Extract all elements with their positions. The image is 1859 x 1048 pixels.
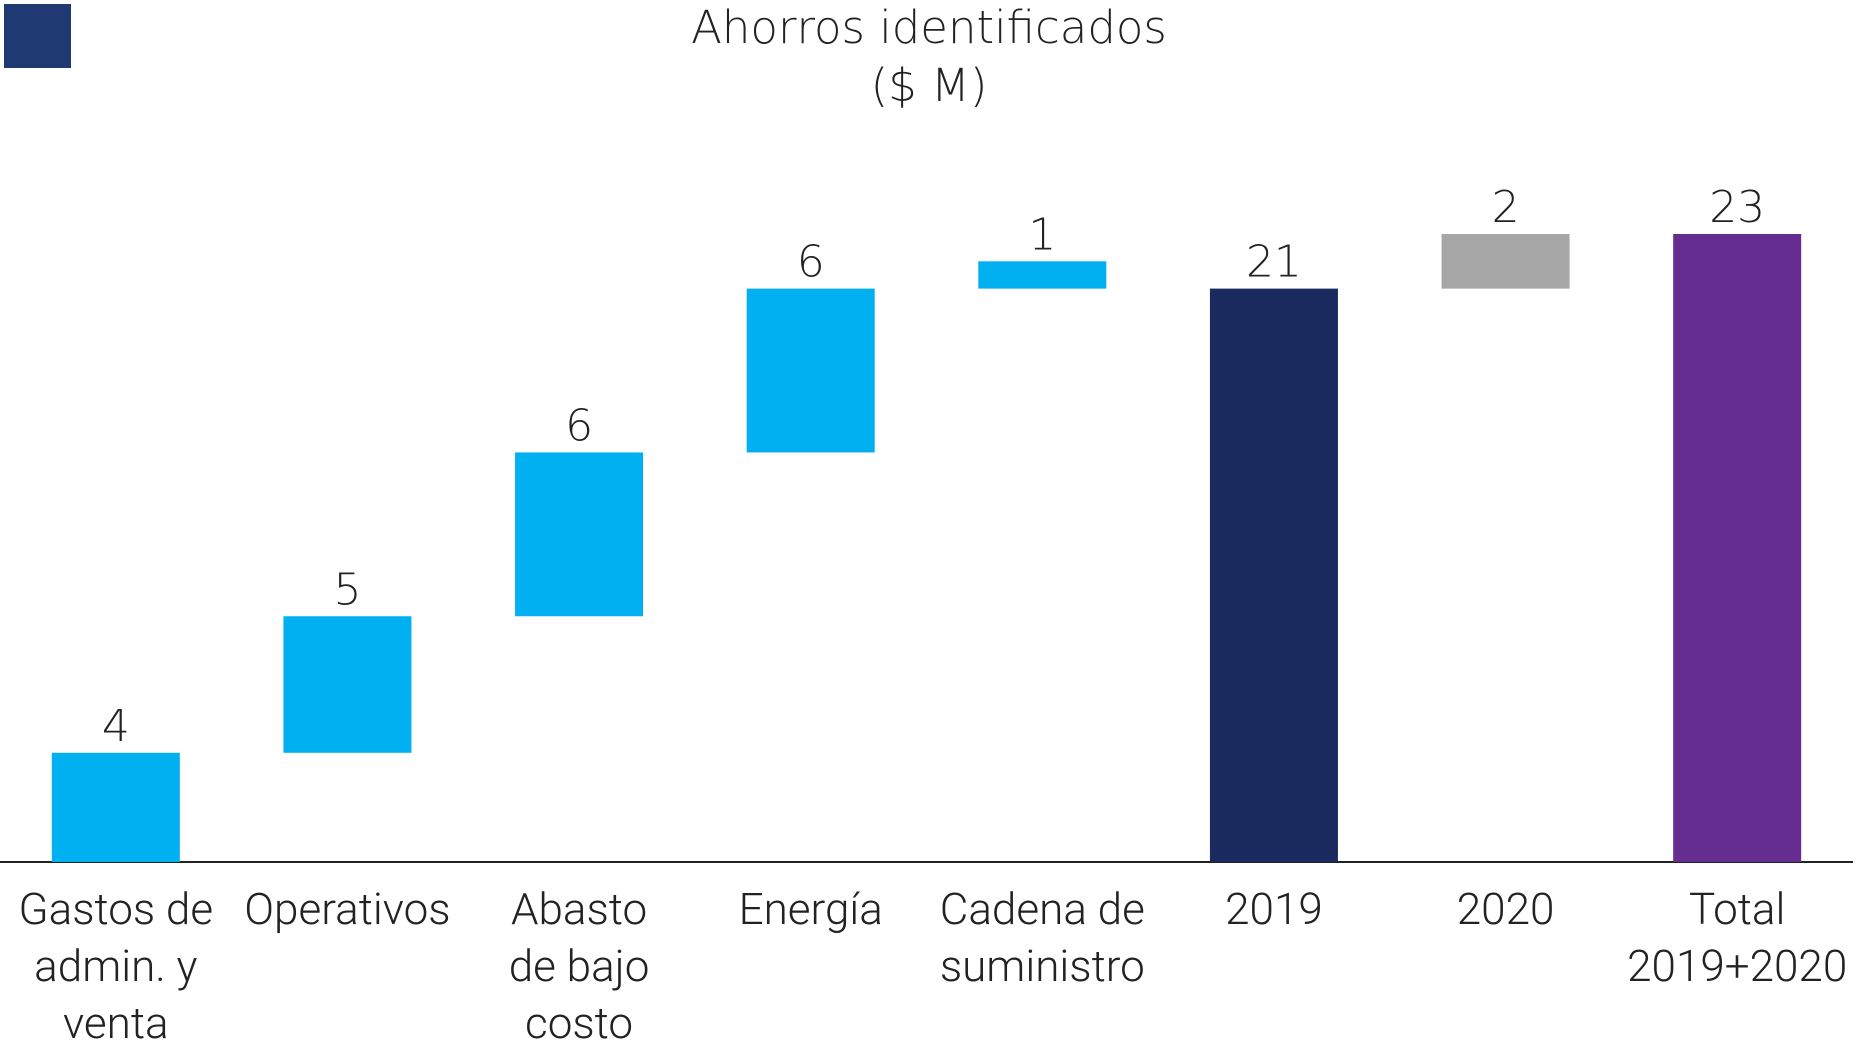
value-label: 2 — [1492, 182, 1520, 233]
x-tick-label: 2020 — [1456, 883, 1555, 935]
x-tick-label: Energía — [738, 883, 883, 935]
legend-swatch — [4, 4, 71, 68]
bar — [746, 288, 875, 453]
bar — [51, 752, 180, 862]
value-label: 1 — [1028, 209, 1056, 260]
bar — [1209, 288, 1338, 862]
x-tick-label: Gastos de admin. y venta — [18, 883, 214, 1048]
bar — [515, 452, 644, 617]
value-label: 5 — [333, 564, 361, 615]
x-tick-label: 2019 — [1225, 883, 1323, 935]
bar — [283, 616, 412, 753]
value-label: 6 — [797, 237, 825, 288]
x-tick-label: Operativos — [244, 883, 451, 935]
bar — [1441, 234, 1570, 289]
x-tick-label: Total 2019+2020 — [1627, 883, 1848, 992]
x-tick-label: Cadena de suministro — [939, 883, 1145, 992]
bar — [1673, 234, 1802, 862]
x-tick-label: Abasto de bajo costo — [508, 883, 650, 1048]
value-label: 4 — [102, 701, 130, 752]
chart-subtitle: ($ M) — [871, 59, 988, 112]
value-label: 23 — [1709, 182, 1765, 233]
value-label: 6 — [565, 400, 593, 451]
value-label: 21 — [1246, 237, 1302, 288]
bar — [978, 261, 1107, 289]
chart-title: Ahorros identificados — [691, 1, 1167, 54]
